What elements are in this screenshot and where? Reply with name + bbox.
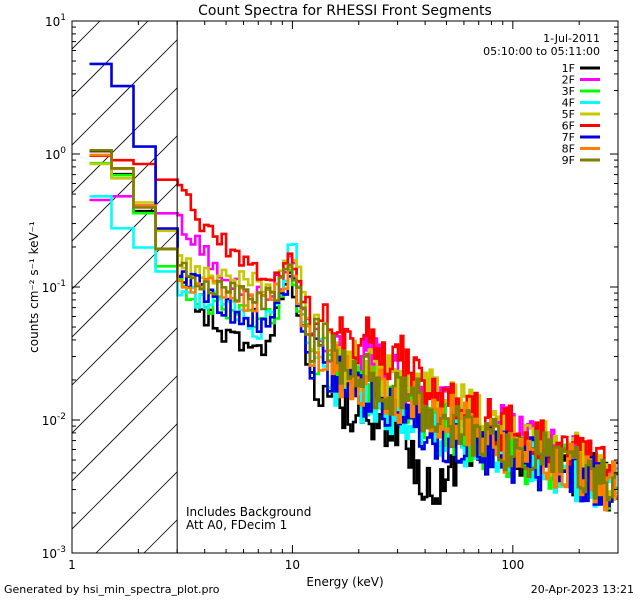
generated-timestamp: 20-Apr-2023 13:21 [530, 583, 634, 596]
legend-label-1F: 1F [562, 62, 575, 75]
hatch-line [72, 21, 245, 194]
generated-by-label: Generated by hsi_min_spectra_plot.pro [4, 583, 220, 596]
legend-label-2F: 2F [562, 74, 575, 87]
series-9F [89, 149, 618, 502]
annotation-background: Includes Background [186, 505, 311, 519]
x-tick-label: 100 [501, 558, 524, 572]
series-layer [89, 62, 618, 512]
legend-label-7F: 7F [562, 131, 575, 144]
y-tick-label: 100 [45, 146, 66, 162]
legend-label-9F: 9F [562, 154, 575, 167]
legend-label-8F: 8F [562, 143, 575, 156]
axes: 1 10 100 101 100 10-1 10-2 10-3 [42, 13, 619, 572]
x-axis-label: Energy (keV) [306, 575, 383, 589]
legend-label-5F: 5F [562, 108, 575, 121]
hatch-line [72, 21, 197, 146]
legend-label-4F: 4F [562, 97, 575, 110]
time-range-label: 05:10:00 to 05:11:00 [483, 45, 600, 58]
y-axis-label: counts cm⁻² s⁻¹ keV⁻¹ [27, 221, 41, 353]
hatch-line [0, 21, 4, 553]
x-tick-label: 10 [285, 558, 300, 572]
chart-title: Count Spectra for RHESSI Front Segments [198, 3, 492, 19]
date-label: 1-Jul-2011 [543, 32, 600, 45]
y-tick-label: 10-3 [42, 545, 66, 561]
x-tick-label: 1 [68, 558, 76, 572]
y-tick-label: 10-2 [42, 412, 66, 428]
y-tick-label: 10-1 [42, 279, 66, 295]
annotation-attenuator: Att A0, FDecim 1 [186, 518, 287, 532]
y-tick-label: 101 [45, 13, 66, 29]
legend-label-3F: 3F [562, 85, 575, 98]
legend-label-6F: 6F [562, 120, 575, 133]
